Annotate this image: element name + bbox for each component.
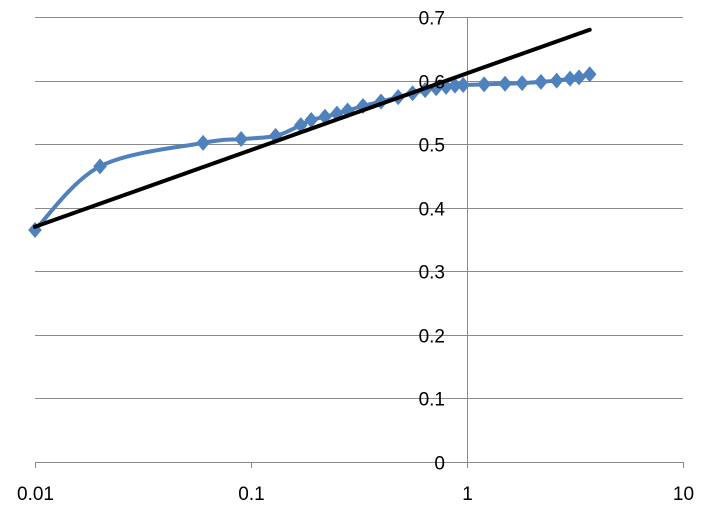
- axes: [34, 16, 685, 468]
- x-tick-label: 10: [673, 484, 694, 505]
- data-point-marker: [234, 131, 248, 148]
- trendline-layer: [33, 27, 592, 229]
- data-point-marker: [318, 108, 332, 125]
- y-tick-label: 0.5: [419, 136, 445, 157]
- y-tick-label: 0.2: [419, 327, 445, 348]
- data-point-marker: [534, 73, 548, 90]
- data-point-marker: [93, 158, 107, 175]
- series-layer: [28, 66, 597, 238]
- data-point-marker: [448, 77, 462, 94]
- data-point-marker: [340, 102, 355, 119]
- y-tick-label: 0.7: [419, 9, 445, 30]
- data-point-marker: [304, 111, 319, 128]
- data-point-marker: [439, 78, 453, 95]
- data-point-marker: [268, 127, 283, 144]
- data-point-marker: [582, 66, 597, 83]
- x-tick-label: 0.1: [238, 484, 264, 505]
- y-tick-label: 0.6: [419, 73, 445, 94]
- data-point-marker: [28, 221, 42, 238]
- x-tick-label: 0.01: [17, 484, 54, 505]
- y-tick-label: 0.1: [419, 390, 445, 411]
- tick-labels: 0.01 0.1 1 10 0 0.1 0.2 0.3 0.4 0.5 0.6 0.7: [17, 9, 694, 506]
- trendline: [33, 27, 592, 229]
- data-point-marker: [549, 72, 564, 89]
- y-tick-label: 0.4: [419, 200, 446, 221]
- data-point-marker: [456, 77, 470, 94]
- series-line: [33, 72, 592, 232]
- data-point-marker: [477, 76, 491, 93]
- data-point-marker: [563, 70, 577, 87]
- y-tick-label: 0.3: [419, 263, 445, 284]
- data-point-marker: [515, 75, 529, 92]
- x-tick-label: 1: [462, 484, 473, 505]
- data-point-marker: [196, 134, 210, 151]
- gridlines: [35, 17, 683, 399]
- y-tick-label: 0: [434, 454, 445, 475]
- data-point-marker: [498, 75, 512, 92]
- data-point-marker: [572, 69, 586, 86]
